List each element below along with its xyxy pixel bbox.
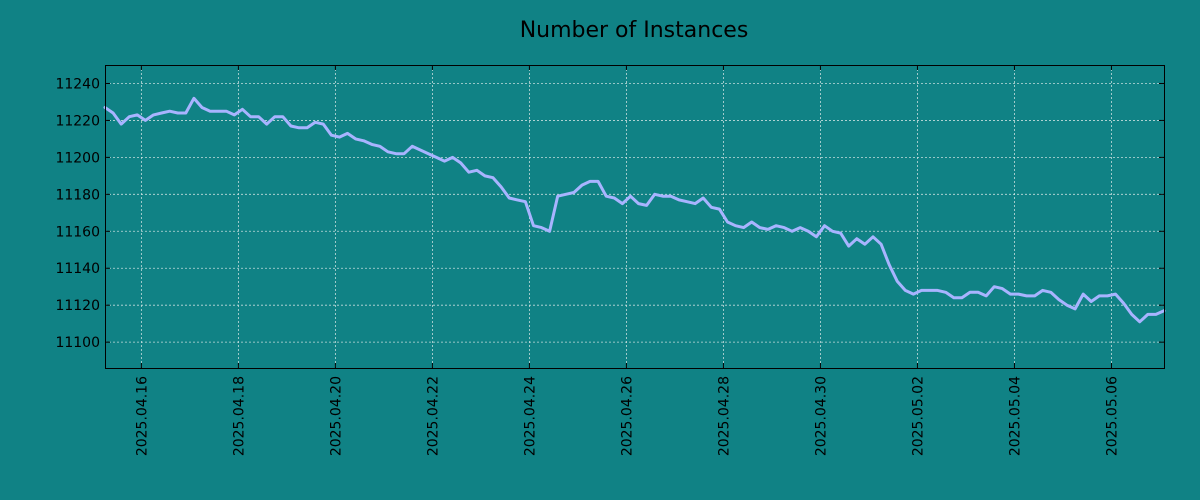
- series-layer: [103, 96, 1166, 324]
- ticks: 2025.04.16 2025.04.18 2025.04.20 2025.04.22…: [55, 65, 1164, 456]
- x-tick-label: 2025.04.26: [619, 376, 635, 456]
- x-tick-label: 2025.04.22: [425, 376, 441, 456]
- y-tick-label: 11240: [55, 76, 100, 92]
- plot-frame: [105, 65, 1165, 369]
- series-line: [103, 96, 1166, 324]
- y-tick-label: 11160: [55, 224, 100, 240]
- x-tick-label: 2025.05.06: [1104, 376, 1120, 456]
- x-tick-label: 2025.04.28: [716, 376, 732, 456]
- x-tick-label: 2025.05.02: [910, 376, 926, 456]
- y-tick-label: 11200: [55, 150, 100, 166]
- x-tick-label: 2025.04.24: [522, 376, 538, 456]
- y-tick-label: 11120: [55, 298, 100, 314]
- x-tick-label: 2025.04.18: [231, 376, 247, 456]
- y-tick-label: 11220: [55, 113, 100, 129]
- grid: [105, 65, 1164, 368]
- x-tick-label: 2025.04.30: [813, 376, 829, 456]
- y-tick-label: 11100: [55, 335, 100, 351]
- y-tick-label: 11140: [55, 261, 100, 277]
- x-tick-label: 2025.04.20: [328, 376, 344, 456]
- chart-title: Number of Instances: [520, 18, 749, 43]
- x-tick-label: 2025.04.16: [134, 376, 150, 456]
- y-tick-label: 11180: [55, 187, 100, 203]
- x-tick-label: 2025.05.04: [1007, 376, 1023, 456]
